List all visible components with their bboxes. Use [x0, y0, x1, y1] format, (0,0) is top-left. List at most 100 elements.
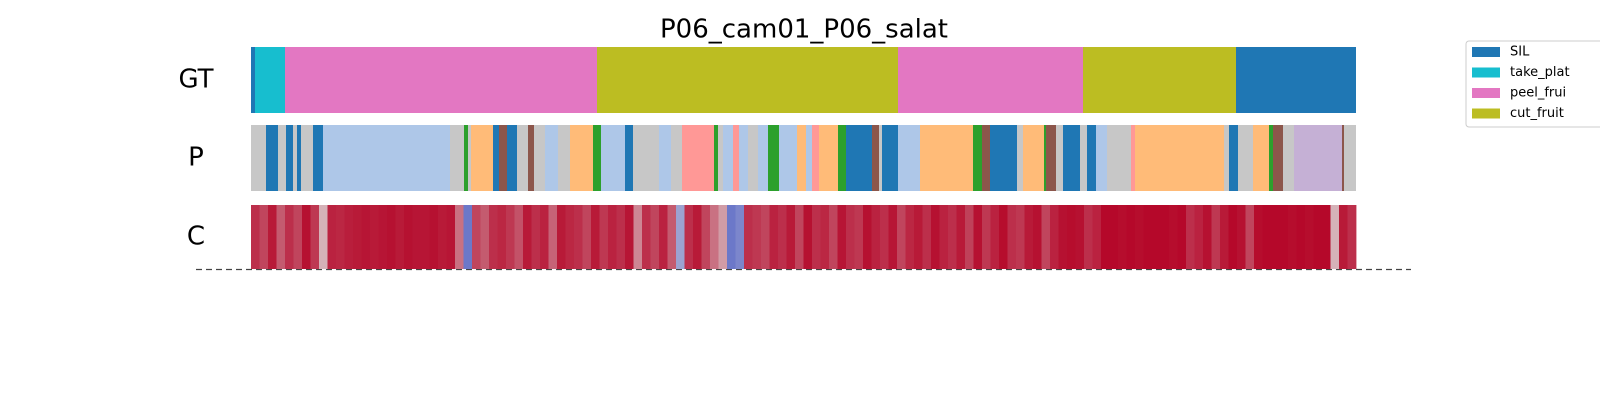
confidence-cell [880, 205, 889, 269]
confidence-cell [497, 205, 507, 269]
segment [920, 125, 973, 191]
confidence-cell [965, 205, 974, 269]
confidence-cell [1143, 205, 1153, 269]
segment [1269, 125, 1273, 191]
segment [682, 125, 714, 191]
segment [748, 125, 758, 191]
segment [597, 47, 898, 113]
segment [528, 125, 534, 191]
segment [323, 125, 450, 191]
segment [1023, 125, 1044, 191]
segment [714, 125, 718, 191]
legend-label: SIL [1510, 45, 1530, 60]
confidence-cell [1313, 205, 1323, 269]
confidence-cell [676, 205, 685, 269]
confidence-cell [336, 205, 345, 269]
confidence-cell [667, 205, 677, 269]
confidence-cell [1245, 205, 1255, 269]
segment [1046, 125, 1056, 191]
confidence-cell [446, 205, 456, 269]
confidence-cell [914, 205, 923, 269]
segment [285, 47, 597, 113]
confidence-cell [1109, 205, 1119, 269]
confidence-cell [905, 205, 915, 269]
confidence-cell [931, 205, 940, 269]
confidence-cell [506, 205, 515, 269]
confidence-cell [1101, 205, 1110, 269]
confidence-cell [1322, 205, 1331, 269]
confidence-cell [778, 205, 787, 269]
legend-swatch [1472, 108, 1500, 119]
segment [278, 125, 286, 191]
segment [733, 125, 739, 191]
confidence-cell [302, 205, 311, 269]
confidence-cell [684, 205, 694, 269]
segment [718, 125, 723, 191]
segment [251, 47, 255, 113]
confidence-cell [659, 205, 668, 269]
segment [723, 125, 733, 191]
segment [1063, 125, 1080, 191]
confidence-cell [642, 205, 651, 269]
confidence-cell [327, 205, 337, 269]
confidence-cell [591, 205, 600, 269]
legend-label: peel_frui [1510, 86, 1566, 101]
segment [671, 125, 682, 191]
confidence-cell [259, 205, 269, 269]
confidence-cell [276, 205, 286, 269]
confidence-cell [795, 205, 804, 269]
confidence-cell [769, 205, 779, 269]
segment [1135, 125, 1224, 191]
segment [819, 125, 838, 191]
confidence-cell [514, 205, 524, 269]
confidence-cell [353, 205, 362, 269]
segment [493, 125, 499, 191]
confidence-cell [727, 205, 736, 269]
segment [1253, 125, 1269, 191]
confidence-cell [786, 205, 796, 269]
segment [659, 125, 671, 191]
confidence-cell [1058, 205, 1068, 269]
confidence-cell [820, 205, 830, 269]
segment [982, 125, 990, 191]
segment [768, 125, 779, 191]
confidence-cell [854, 205, 864, 269]
segment [1107, 125, 1131, 191]
confidence-cell [310, 205, 320, 269]
segment [1238, 125, 1253, 191]
confidence-cell [421, 205, 430, 269]
confidence-cell [803, 205, 813, 269]
segment [301, 125, 313, 191]
segment [601, 125, 625, 191]
confidence-cell [1347, 205, 1357, 269]
confidence-cell [582, 205, 592, 269]
confidence-cell [1186, 205, 1195, 269]
segment [879, 125, 882, 191]
confidence-cell [701, 205, 711, 269]
confidence-cell [863, 205, 872, 269]
segment [739, 125, 748, 191]
segment [1017, 125, 1023, 191]
confidence-cell [1050, 205, 1059, 269]
segment [464, 125, 468, 191]
segment [570, 125, 593, 191]
confidence-cell [1177, 205, 1187, 269]
segment [507, 125, 517, 191]
segment [882, 125, 898, 191]
confidence-cell [761, 205, 770, 269]
confidence-cell [948, 205, 957, 269]
confidence-cell [531, 205, 541, 269]
confidence-cell [616, 205, 626, 269]
legend-swatch [1472, 67, 1500, 78]
segment [558, 125, 570, 191]
segment [812, 125, 819, 191]
confidence-cell [429, 205, 439, 269]
confidence-cell [1296, 205, 1306, 269]
confidence-cell [1067, 205, 1076, 269]
confidence-cell [1254, 205, 1263, 269]
segment [872, 125, 879, 191]
confidence-cell [370, 205, 379, 269]
confidence-cell [718, 205, 728, 269]
confidence-cell [565, 205, 575, 269]
